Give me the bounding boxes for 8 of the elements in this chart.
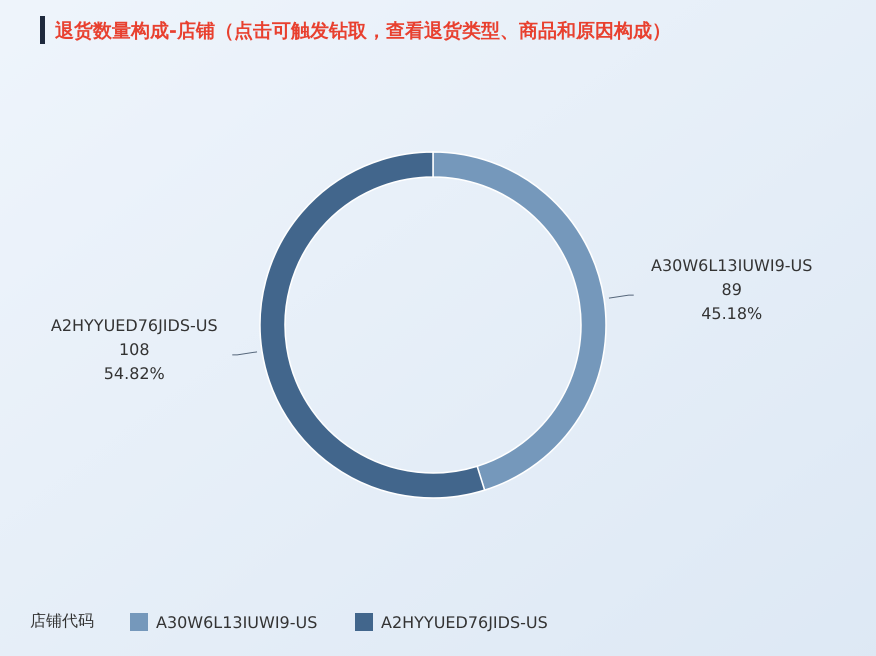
chart-title: 退货数量构成-店铺（点击可触发钻取，查看退货类型、商品和原因构成） [54,20,671,42]
data-label: 89 45.18% [701,280,762,324]
data-label: 108 54.82% [104,340,165,383]
slice-label: A30W6L13IUWI9-US [651,256,812,276]
slice-label: A2HYYUED76JIDS-US [50,316,218,335]
legend-label: A2HYYUED76JIDS-US [381,613,548,632]
legend-label: A30W6L13IUWI9-US [156,613,318,632]
legend-title: 店铺代码 [30,611,94,630]
